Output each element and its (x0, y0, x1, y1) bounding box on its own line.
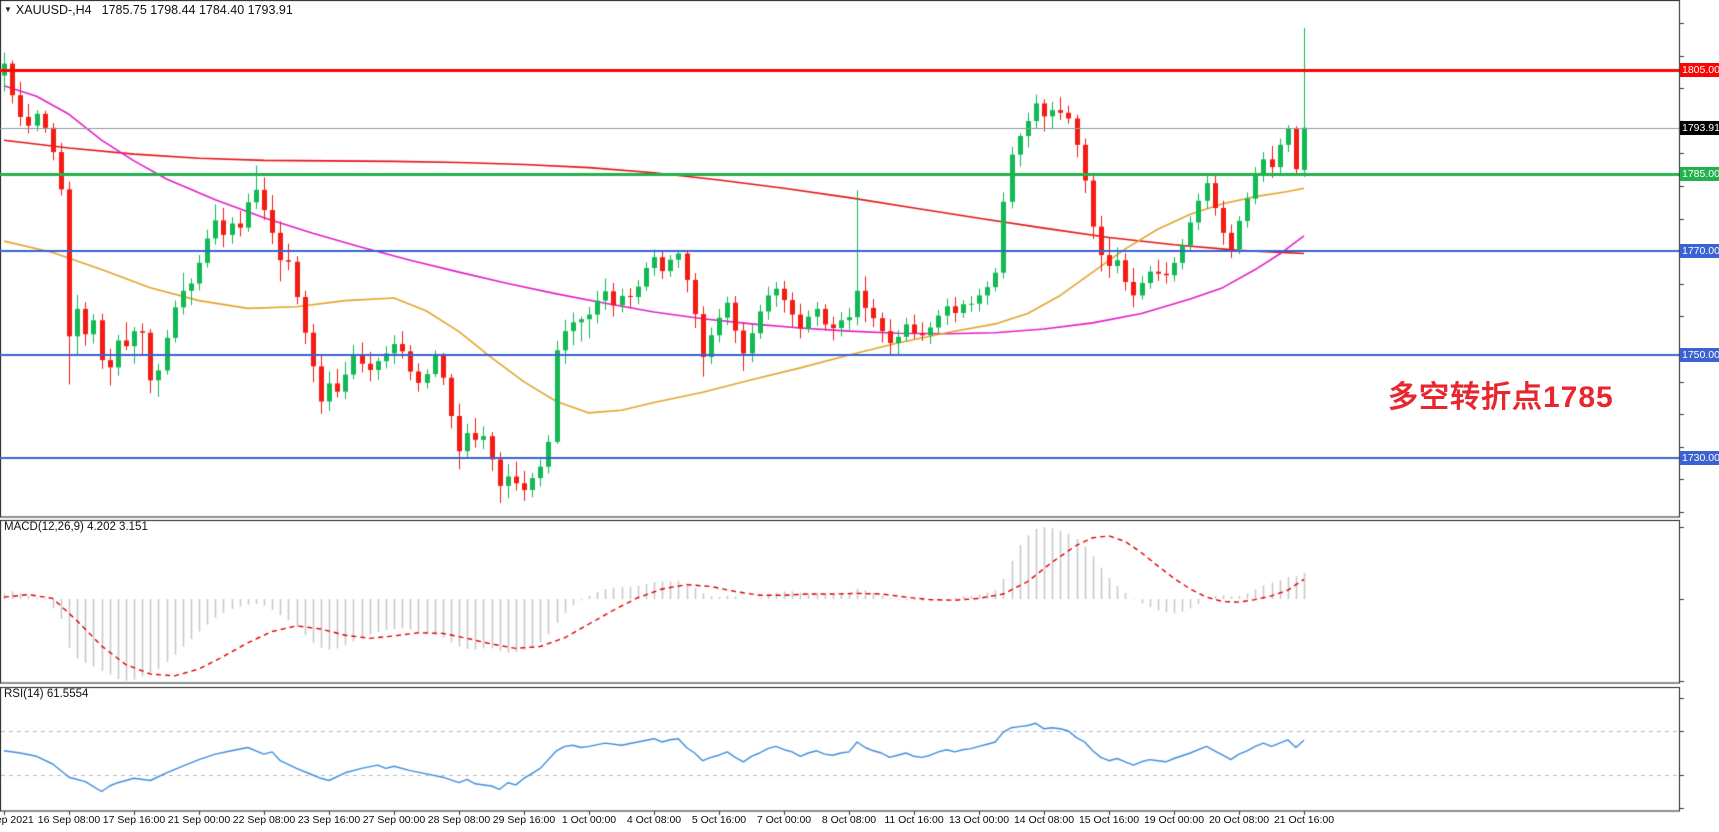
time-tick-label: 23 Sep 16:00 (297, 814, 361, 826)
chart-annotation-text[interactable]: 多空转折点1785 (1388, 381, 1614, 414)
price-level-badge: 1805.00 (1680, 63, 1719, 78)
time-tick-label: 13 Oct 00:00 (948, 814, 1010, 826)
time-tick-label: 28 Sep 08:00 (427, 814, 491, 826)
time-tick-label: 11 Oct 16:00 (884, 814, 944, 826)
time-tick-label: 15 Sep 2021 (0, 814, 34, 826)
time-tick-label: 8 Oct 08:00 (821, 814, 877, 826)
chart-title: ▼ XAUUSD-,H4 1785.75 1798.44 1784.40 1793.… (4, 3, 293, 17)
time-tick-label: 27 Sep 00:00 (362, 814, 426, 826)
time-tick-label: 21 Sep 00:00 (167, 814, 231, 826)
macd-indicator-label: MACD(12,26,9) 4.202 3.151 (4, 521, 148, 533)
time-tick-label: 5 Oct 16:00 (691, 814, 747, 826)
collapse-indicator-icon[interactable]: ▼ (4, 5, 12, 14)
time-tick-label: 14 Oct 08:00 (1013, 814, 1075, 826)
price-level-badge: 1793.91 (1680, 120, 1719, 135)
time-tick-label: 7 Oct 00:00 (756, 814, 812, 826)
time-tick-label: 15 Oct 16:00 (1078, 814, 1140, 826)
time-tick-label: 16 Sep 08:00 (37, 814, 101, 826)
time-tick-label: 19 Oct 00:00 (1143, 814, 1205, 826)
time-tick-label: 21 Oct 16:00 (1273, 814, 1335, 826)
symbol-timeframe-label: XAUUSD-,H4 (15, 3, 92, 17)
time-tick-label: 29 Sep 16:00 (492, 814, 556, 826)
time-tick-label: 1 Oct 00:00 (561, 814, 617, 826)
price-level-badge: 1750.00 (1680, 347, 1719, 362)
time-tick-label: 17 Sep 16:00 (102, 814, 166, 826)
time-tick-label: 22 Sep 08:00 (232, 814, 296, 826)
price-level-badge: 1785.00 (1680, 166, 1719, 181)
ohlc-values-label: 1785.75 1798.44 1784.40 1793.91 (101, 3, 293, 17)
time-tick-label: 20 Oct 08:00 (1208, 814, 1270, 826)
price-level-badge: 1770.00 (1680, 244, 1719, 259)
price-level-badge: 1730.00 (1680, 451, 1719, 466)
time-tick-label: 4 Oct 08:00 (626, 814, 682, 826)
rsi-indicator-label: RSI(14) 61.5554 (4, 688, 89, 700)
